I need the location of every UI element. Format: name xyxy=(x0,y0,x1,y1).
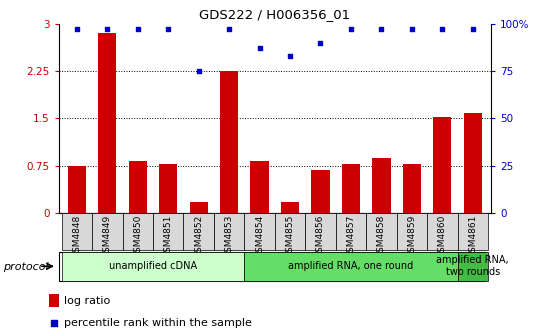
Text: GSM4860: GSM4860 xyxy=(438,214,447,258)
Point xyxy=(377,27,386,32)
Point xyxy=(347,27,355,32)
Text: GSM4850: GSM4850 xyxy=(133,214,142,258)
Text: GSM4857: GSM4857 xyxy=(347,214,355,258)
Bar xyxy=(244,252,458,281)
Text: GSM4858: GSM4858 xyxy=(377,214,386,258)
Bar xyxy=(342,164,360,213)
Text: GSM4852: GSM4852 xyxy=(194,214,203,258)
Point xyxy=(316,40,325,45)
Text: amplified RNA, one round: amplified RNA, one round xyxy=(288,261,413,271)
Text: log ratio: log ratio xyxy=(64,296,110,306)
Bar xyxy=(427,213,458,250)
Bar xyxy=(366,213,397,250)
Bar xyxy=(251,162,269,213)
Bar xyxy=(61,252,244,281)
Bar xyxy=(159,164,177,213)
Title: GDS222 / H006356_01: GDS222 / H006356_01 xyxy=(199,8,350,21)
Text: GSM4849: GSM4849 xyxy=(103,214,112,258)
Bar xyxy=(92,213,123,250)
Bar xyxy=(372,158,391,213)
Point xyxy=(194,68,203,74)
Text: GSM4855: GSM4855 xyxy=(286,214,295,258)
Bar xyxy=(68,166,86,213)
Text: GSM4861: GSM4861 xyxy=(468,214,477,258)
Point xyxy=(407,27,416,32)
Bar xyxy=(214,213,244,250)
Bar xyxy=(98,33,117,213)
Bar xyxy=(305,213,336,250)
Bar xyxy=(220,71,238,213)
Bar xyxy=(153,213,184,250)
Point xyxy=(163,27,172,32)
Point xyxy=(255,45,264,51)
Bar xyxy=(281,202,299,213)
Bar xyxy=(61,213,92,250)
Text: percentile rank within the sample: percentile rank within the sample xyxy=(64,318,252,328)
Bar xyxy=(244,213,275,250)
Bar xyxy=(433,117,451,213)
Bar xyxy=(464,113,482,213)
Text: GSM4851: GSM4851 xyxy=(163,214,173,258)
Point xyxy=(468,27,477,32)
Point xyxy=(438,27,447,32)
Bar xyxy=(403,164,421,213)
Text: protocol: protocol xyxy=(3,262,49,272)
Text: GSM4859: GSM4859 xyxy=(407,214,416,258)
Bar xyxy=(275,213,305,250)
Bar xyxy=(190,202,208,213)
Point xyxy=(225,27,234,32)
Point xyxy=(73,27,81,32)
Text: GSM4848: GSM4848 xyxy=(73,214,81,258)
Bar xyxy=(397,213,427,250)
Text: GSM4853: GSM4853 xyxy=(225,214,234,258)
Text: amplified RNA,
two rounds: amplified RNA, two rounds xyxy=(436,255,509,277)
Bar xyxy=(458,213,488,250)
Text: unamplified cDNA: unamplified cDNA xyxy=(109,261,197,271)
Point xyxy=(50,320,59,326)
Bar xyxy=(458,252,488,281)
Point xyxy=(103,27,112,32)
Bar xyxy=(311,170,330,213)
Bar xyxy=(129,162,147,213)
Point xyxy=(133,27,142,32)
Point xyxy=(286,53,295,58)
Bar xyxy=(49,294,59,307)
Bar xyxy=(123,213,153,250)
Text: GSM4856: GSM4856 xyxy=(316,214,325,258)
Text: GSM4854: GSM4854 xyxy=(255,214,264,258)
Bar xyxy=(184,213,214,250)
Bar xyxy=(336,213,366,250)
